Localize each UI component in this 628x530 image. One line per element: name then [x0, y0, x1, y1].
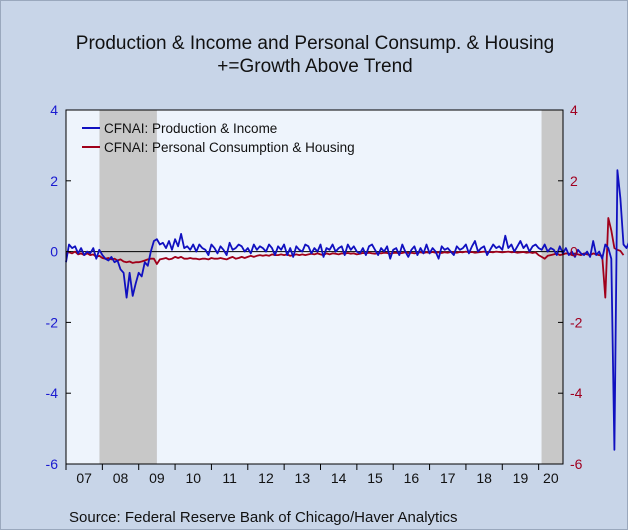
x-tick-label: 20 — [543, 470, 559, 486]
left-tick-label: 2 — [50, 173, 58, 189]
chart-source: Source: Federal Reserve Bank of Chicago/… — [69, 509, 458, 526]
left-tick-label: -2 — [46, 314, 59, 330]
series-line-1 — [65, 169, 628, 451]
x-tick-label: 07 — [76, 470, 92, 486]
right-tick-label: -2 — [570, 314, 583, 330]
right-tick-label: 2 — [570, 173, 578, 189]
x-tick-label: 17 — [440, 470, 456, 486]
chart-subtitle: +=Growth Above Trend — [217, 56, 413, 77]
x-tick-label: 14 — [331, 470, 347, 486]
x-tick-label: 09 — [149, 470, 165, 486]
legend-label-2: CFNAI: Personal Consumption & Housing — [104, 140, 355, 155]
chart-title: Production & Income and Personal Consump… — [75, 33, 555, 54]
x-tick-label: 19 — [513, 470, 529, 486]
right-tick-label: -6 — [570, 456, 583, 472]
x-tick-label: 13 — [295, 470, 311, 486]
recession-band-2 — [541, 110, 563, 464]
right-tick-label: 4 — [570, 102, 578, 118]
x-tick-label: 08 — [113, 470, 129, 486]
x-tick-label: 10 — [185, 470, 201, 486]
left-tick-label: 4 — [50, 102, 58, 118]
left-tick-label: -4 — [46, 385, 59, 401]
x-tick-label: 11 — [222, 470, 237, 486]
x-tick-label: 15 — [367, 470, 383, 486]
right-tick-label: 0 — [570, 244, 578, 260]
legend-label-1: CFNAI: Production & Income — [104, 121, 277, 136]
x-tick-label: 12 — [258, 470, 274, 486]
left-tick-label: -6 — [46, 456, 59, 472]
x-tick-label: 18 — [476, 470, 492, 486]
plot-border — [65, 109, 564, 465]
x-tick-label: 16 — [404, 470, 420, 486]
right-tick-label: -4 — [570, 385, 583, 401]
left-tick-label: 0 — [50, 244, 58, 260]
